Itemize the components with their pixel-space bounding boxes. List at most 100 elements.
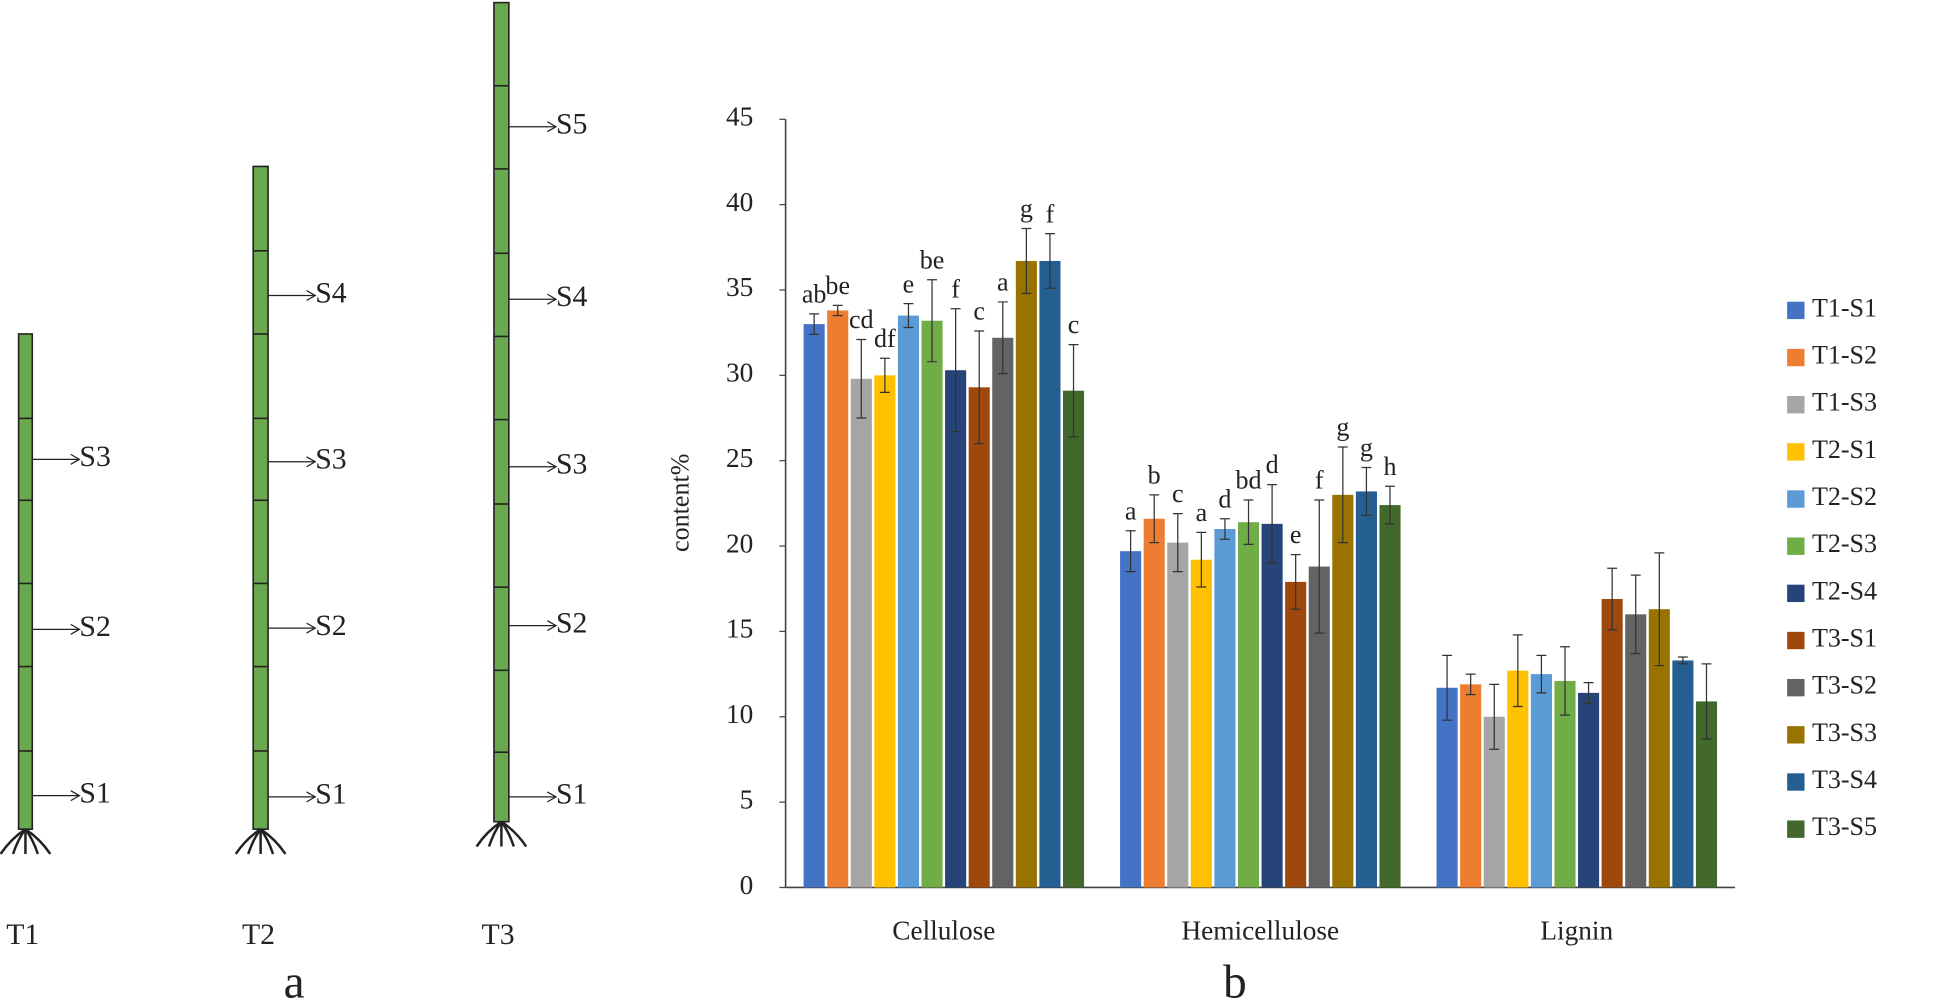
legend-label: T2-S1 [1812, 435, 1877, 464]
error-bar [1677, 656, 1688, 665]
bar [1436, 687, 1458, 888]
stem-label: T2 [242, 918, 275, 951]
significance-label: e [1290, 520, 1302, 549]
legend-label: T1-S1 [1812, 293, 1877, 322]
bar [1120, 551, 1142, 888]
error-bar [1125, 530, 1136, 573]
error-bar [1630, 574, 1641, 655]
arrow-head [306, 456, 317, 468]
bar [1308, 566, 1330, 888]
bar [1578, 692, 1600, 888]
error-bar [856, 338, 867, 419]
legend-label: T3-S1 [1812, 624, 1877, 653]
x-tick-label: Cellulose [892, 916, 995, 946]
arrow-head [70, 623, 81, 635]
bar [968, 387, 990, 888]
error-bar [903, 303, 914, 329]
error-bar [879, 357, 890, 394]
section-label: S2 [315, 609, 346, 642]
significance-label: g [1020, 194, 1033, 223]
significance-label: df [874, 324, 896, 353]
legend-label: T1-S3 [1812, 388, 1877, 417]
error-bar [809, 313, 820, 335]
bar [1648, 609, 1670, 888]
error-bar [1607, 567, 1618, 631]
y-tick-label: 15 [726, 614, 753, 644]
bar [945, 370, 967, 888]
error-bar [974, 330, 985, 445]
x-tick-label: Lignin [1540, 916, 1613, 946]
error-bar [1536, 654, 1547, 694]
error-bar [1489, 683, 1500, 750]
section-label: S4 [315, 276, 347, 309]
bar [1625, 614, 1647, 888]
section-label: S2 [556, 606, 587, 639]
bar [1332, 494, 1354, 888]
error-bar [1290, 553, 1301, 610]
significance-label: a [1196, 498, 1208, 527]
section-label: S3 [79, 440, 110, 473]
error-bar [1021, 227, 1032, 295]
arrow-head [306, 289, 317, 302]
panel-label: a [284, 957, 305, 1008]
legend-swatch [1787, 631, 1805, 650]
section-label: S1 [79, 776, 110, 809]
arrow-head [547, 791, 558, 803]
y-tick-label: 45 [726, 102, 753, 132]
stem [252, 165, 269, 830]
legend-label: T2-S2 [1812, 482, 1877, 511]
bar [1167, 542, 1189, 888]
y-tick-label: 30 [726, 358, 753, 388]
legend-label: T3-S4 [1812, 765, 1877, 794]
bar [1530, 674, 1552, 888]
bar [1015, 260, 1037, 888]
bar [1237, 522, 1260, 888]
legend-swatch [1787, 726, 1805, 744]
y-tick-label: 20 [726, 528, 753, 558]
section-label: S5 [556, 108, 587, 141]
error-bar [1512, 634, 1523, 708]
error-bar [1583, 682, 1594, 704]
stem [17, 333, 34, 830]
error-bar [997, 301, 1008, 375]
error-bar [927, 279, 938, 363]
arrow-head [547, 121, 558, 133]
legend-label: T3-S3 [1812, 718, 1877, 747]
legend-label: T2-S3 [1812, 529, 1877, 558]
panel-label: b [1223, 957, 1247, 1008]
section-label: S4 [556, 280, 588, 313]
bar [897, 315, 920, 888]
bar [827, 310, 849, 888]
bar [1507, 670, 1529, 888]
significance-label: b [1148, 460, 1161, 489]
bar [1355, 491, 1377, 888]
bar [1695, 701, 1718, 888]
bar [1143, 518, 1165, 888]
section-label: S1 [315, 778, 346, 811]
error-bar [1267, 483, 1278, 564]
arrow-head [306, 791, 317, 803]
y-tick-label: 35 [726, 272, 753, 302]
significance-label: a [997, 268, 1009, 297]
bar [1460, 684, 1482, 888]
bar [1190, 559, 1212, 888]
bar [1261, 523, 1283, 888]
stem [493, 1, 510, 823]
legend-swatch [1787, 537, 1805, 555]
error-bar [1149, 494, 1160, 544]
error-bar [950, 308, 961, 433]
root [24, 828, 52, 855]
legend-swatch [1787, 773, 1805, 791]
significance-label: e [903, 269, 915, 298]
section-label: S3 [556, 448, 587, 481]
significance-label: g [1336, 413, 1349, 442]
bar [1483, 716, 1505, 888]
bar [1214, 528, 1236, 888]
significance-label: bd [1235, 466, 1261, 495]
error-bar [1337, 446, 1348, 544]
significance-label: be [825, 271, 850, 300]
section-label: S3 [315, 443, 346, 476]
significance-label: c [1172, 479, 1184, 508]
